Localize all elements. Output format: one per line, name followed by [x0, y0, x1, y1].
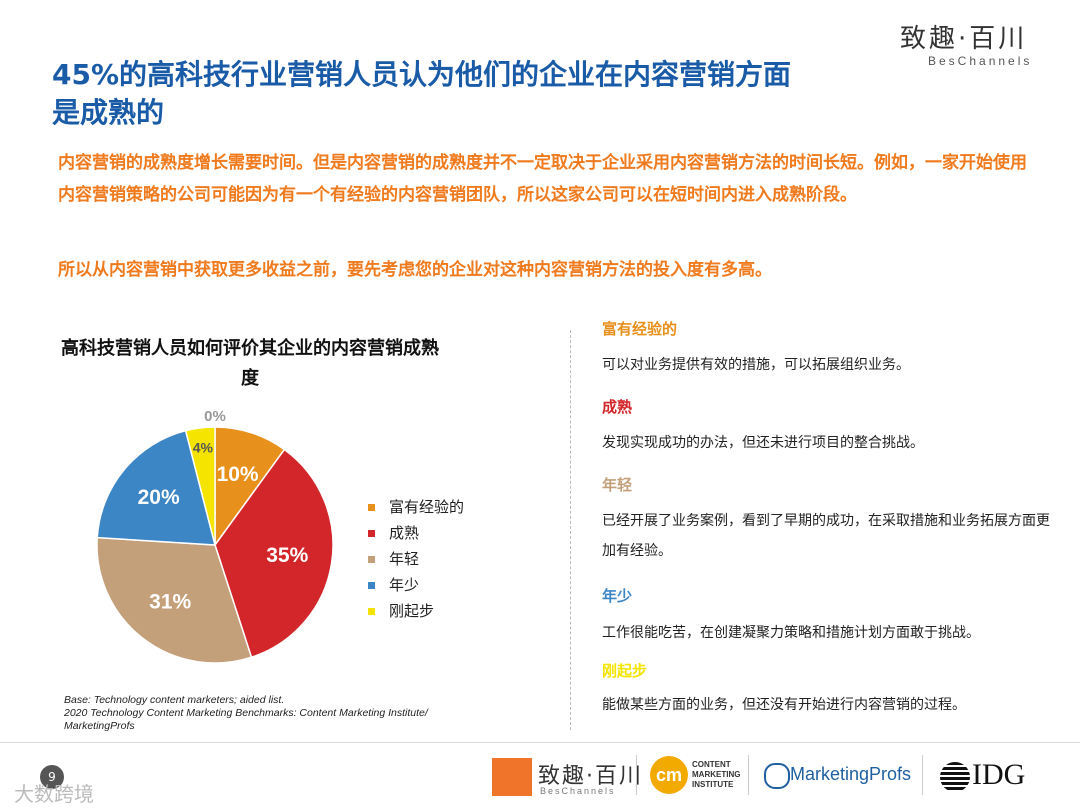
advice-paragraph: 所以从内容营销中获取更多收益之前，要先考虑您的企业对这种内容营销方法的投入度有多…	[58, 260, 772, 280]
cmi-logo-line: INSTITUTE	[692, 780, 734, 789]
category-description: 能做某些方面的业务，但还没有开始进行内容营销的过程。	[602, 697, 966, 713]
divider	[570, 330, 571, 730]
pie-data-label: 0%	[204, 408, 226, 425]
marketingprofs-logo-icon	[764, 763, 790, 789]
source-note-line: 2020 Technology Content Marketing Benchm…	[64, 707, 428, 719]
category-heading: 年少	[602, 587, 633, 605]
legend-label: 年少	[389, 576, 420, 594]
marketingprofs-logo-text: MarketingProfs	[790, 764, 912, 784]
page-number: 9	[40, 765, 64, 789]
pie-data-label: 35%	[266, 544, 308, 567]
legend-label: 富有经验的	[389, 498, 465, 516]
category-heading: 刚起步	[602, 662, 648, 680]
pie-slice	[96, 536, 253, 664]
pie-data-label: 31%	[149, 590, 191, 613]
logo-separator	[922, 755, 923, 795]
source-note: Base: Technology content marketers; aide…	[64, 694, 428, 733]
pie-slice	[96, 429, 216, 546]
cmi-logo-icon: cm	[650, 756, 688, 794]
legend-swatch	[368, 556, 375, 563]
legend-item: 成熟	[368, 522, 419, 543]
intro-paragraph: 内容营销的成熟度增长需要时间。但是内容营销的成熟度并不一定取决于企业采用内容营销…	[58, 153, 1027, 205]
source-note-line: Base: Technology content marketers; aide…	[64, 694, 285, 706]
watermark-text: 大数跨境	[14, 782, 94, 806]
cmi-logo-line: CONTENT	[692, 760, 731, 769]
category-description: 工作很能吃苦，在创建凝聚力策略和措施计划方面敢于挑战。	[602, 625, 980, 641]
pie-data-label: 10%	[217, 463, 259, 486]
brand-logo-subtitle: BesChannels	[928, 54, 1033, 68]
legend-label: 成熟	[389, 524, 420, 542]
legend-swatch	[368, 530, 375, 537]
category-description: 发现实现成功的办法，但还未进行项目的整合挑战。	[602, 435, 924, 451]
beschannels-logo-icon	[492, 758, 532, 796]
pie-chart: 10% 35% 31% 20% 4% 0%	[96, 408, 334, 664]
idg-logo-text: IDG	[972, 758, 1026, 791]
page-title: 45%的高科技行业营销人员认为他们的企业在内容营销方面是成熟的	[52, 58, 792, 129]
logo-separator	[748, 755, 749, 795]
logo-separator	[636, 755, 637, 795]
pie-data-label: 20%	[138, 486, 180, 509]
pie-slice	[214, 448, 334, 659]
cmi-logo-text: CONTENT MARKETING INSTITUTE	[692, 760, 740, 790]
pie-data-label: 4%	[193, 440, 214, 456]
source-note-line: MarketingProfs	[64, 720, 135, 732]
pie-slice	[184, 426, 216, 546]
brand-logo-text: 致趣·百川	[900, 24, 1028, 54]
legend-item: 年少	[368, 574, 419, 595]
legend-item: 刚起步	[368, 600, 434, 621]
legend-swatch	[368, 582, 375, 589]
idg-logo-icon	[940, 762, 970, 792]
legend-label: 年轻	[389, 550, 420, 568]
category-heading: 年轻	[602, 476, 633, 494]
legend-item: 年轻	[368, 548, 419, 569]
chart-title: 高科技营销人员如何评价其企业的内容营销成熟度	[61, 338, 439, 389]
category-description: 已经开展了业务案例，看到了早期的成功，在采取措施和业务拓展方面更加有经验。	[602, 513, 1050, 559]
footer-divider	[0, 742, 1080, 743]
legend-label: 刚起步	[389, 602, 435, 620]
pie-slice	[214, 426, 286, 548]
category-heading: 成熟	[602, 398, 633, 416]
category-heading: 富有经验的	[602, 320, 678, 338]
legend-swatch	[368, 504, 375, 511]
category-description: 可以对业务提供有效的措施，可以拓展组织业务。	[602, 357, 910, 373]
legend-item: 富有经验的	[368, 496, 464, 517]
beschannels-logo-name: 致趣·百川	[538, 764, 643, 789]
cmi-logo-line: MARKETING	[692, 770, 741, 779]
beschannels-logo-sub: BesChannels	[540, 786, 616, 796]
legend-swatch	[368, 608, 375, 615]
